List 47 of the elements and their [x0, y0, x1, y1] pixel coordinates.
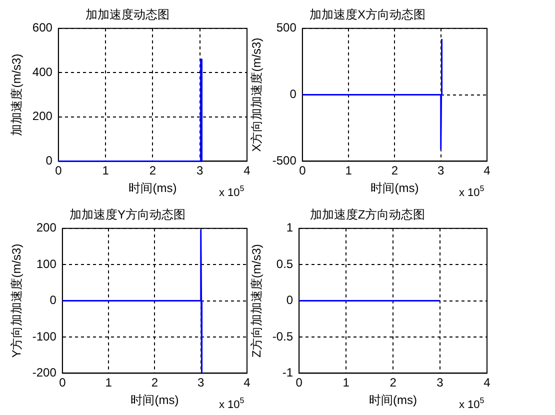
y-tick-label: 200 [32, 109, 53, 124]
x-axis-title: 时间(ms) [370, 181, 419, 196]
x-tick-label: 1 [345, 164, 352, 178]
y-tick-label: 1 [286, 220, 294, 235]
x-tick-label: 1 [102, 164, 110, 178]
x-tick-label: 2 [149, 164, 156, 178]
x-axis-title: 时间(ms) [128, 181, 177, 196]
y-tick-label: -500 [272, 154, 297, 168]
x-tick-label: 2 [390, 376, 397, 390]
y-axis-title: X方向加加速度(m/s3) [250, 38, 264, 152]
chart-title: 加加速度Y方向动态图 [69, 208, 186, 222]
y-tick-label: 400 [32, 64, 53, 79]
x-tick-label: 3 [196, 164, 204, 178]
x-tick-label: 2 [391, 164, 398, 178]
x-axis-title: 时间(ms) [369, 393, 418, 408]
y-tick-label: 200 [36, 220, 57, 235]
x-tick-label: 0 [59, 376, 66, 390]
x-tick-label: 3 [436, 376, 444, 390]
y-tick-label: 0.5 [276, 256, 294, 271]
x-tick-label: 0 [299, 164, 306, 178]
chart-title: 加加速度Z方向动态图 [310, 208, 426, 222]
x-axis-title: 时间(ms) [130, 393, 179, 408]
y-tick-label: 100 [36, 256, 57, 271]
y-tick-label: 500 [276, 20, 297, 35]
y-axis-title: Z方向加加速度(m/s3) [250, 244, 264, 358]
x-tick-label: 4 [244, 376, 251, 390]
y-axis-title: Y方向加加速度(m/s3) [10, 244, 24, 358]
y-tick-label: -1 [282, 366, 294, 380]
y-axis-title: 加加速度(m/s3) [10, 54, 24, 136]
y-tick-label: 0 [46, 154, 53, 168]
x-tick-label: 4 [244, 164, 251, 178]
x-tick-label: 4 [484, 164, 491, 178]
chart-title: 加加速度X方向动态图 [309, 8, 426, 22]
y-tick-label: 0 [286, 293, 294, 308]
x-tick-label: 3 [438, 164, 445, 178]
y-tick-label: -0.5 [272, 329, 294, 344]
y-tick-label: 600 [32, 20, 53, 35]
x-tick-label: 1 [105, 376, 112, 390]
x-tick-label: 2 [151, 376, 158, 390]
chart-title: 加加速度动态图 [86, 8, 170, 22]
x-tick-label: 3 [198, 376, 205, 390]
x-tick-label: 4 [484, 376, 491, 390]
y-tick-label: -200 [32, 366, 57, 380]
y-tick-label: -100 [32, 329, 57, 344]
x-tick-label: 1 [342, 376, 350, 390]
y-tick-label: 0 [50, 293, 57, 308]
y-tick-label: 0 [290, 87, 297, 102]
